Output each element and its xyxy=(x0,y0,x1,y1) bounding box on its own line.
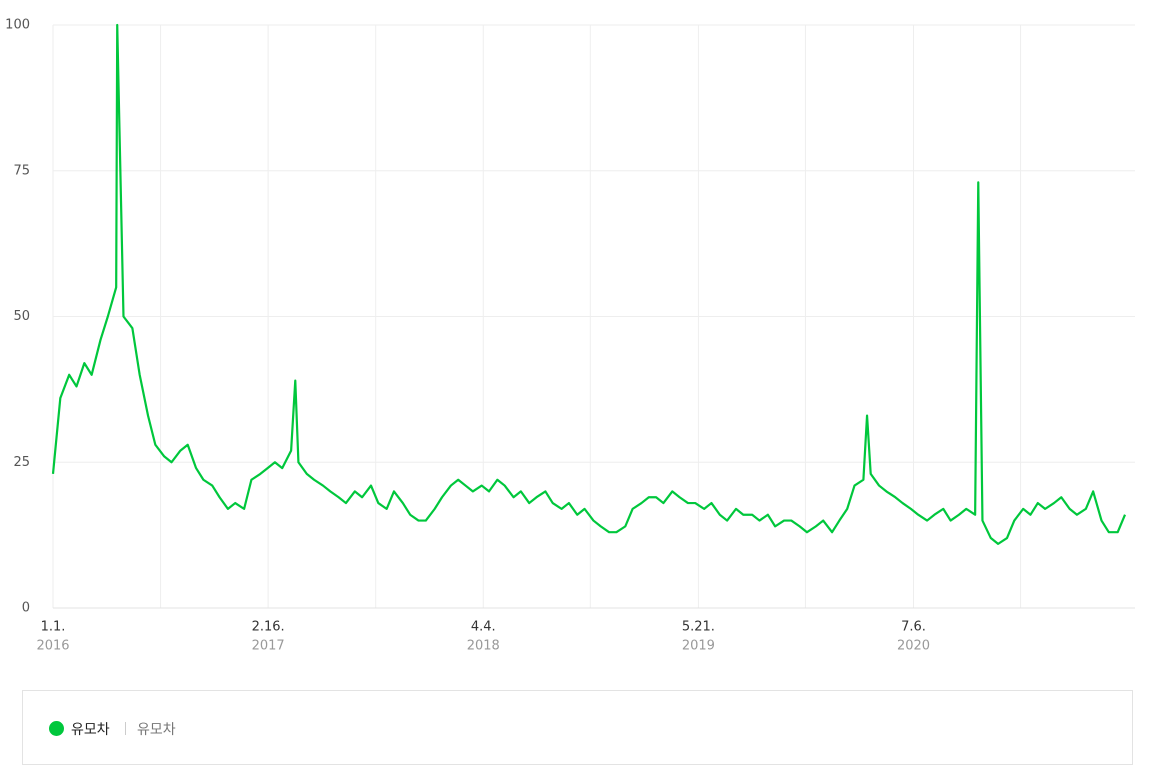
x-tick-label: 2.16. xyxy=(252,620,285,635)
y-tick-label: 25 xyxy=(13,455,30,470)
y-tick-label: 0 xyxy=(22,601,30,616)
chart: 0 25 50 75 100 1.1. 2016 2.16. 2017 4.4. 2018 5.21.… xyxy=(5,18,1135,654)
legend-label[interactable]: 유모차 xyxy=(71,722,110,738)
x-tick-year: 2020 xyxy=(897,639,930,654)
x-tick-label: 7.6. xyxy=(901,620,926,635)
legend-separator xyxy=(125,722,126,735)
x-tick-label: 4.4. xyxy=(471,620,496,635)
y-tick-label: 50 xyxy=(13,309,30,324)
x-tick-year: 2016 xyxy=(36,639,69,654)
x-tick-year: 2017 xyxy=(252,639,285,654)
legend-sublabel: 유모차 xyxy=(137,722,176,738)
legend-swatch xyxy=(49,721,64,736)
x-tick-year: 2018 xyxy=(467,639,500,654)
x-tick-label: 5.21. xyxy=(682,620,715,635)
x-tick-year: 2019 xyxy=(682,639,715,654)
y-tick-label: 100 xyxy=(5,18,30,33)
x-tick-label: 1.1. xyxy=(41,620,66,635)
legend: 유모차 유모차 xyxy=(22,690,1133,765)
y-tick-label: 75 xyxy=(13,163,30,178)
data-line xyxy=(51,23,1127,545)
